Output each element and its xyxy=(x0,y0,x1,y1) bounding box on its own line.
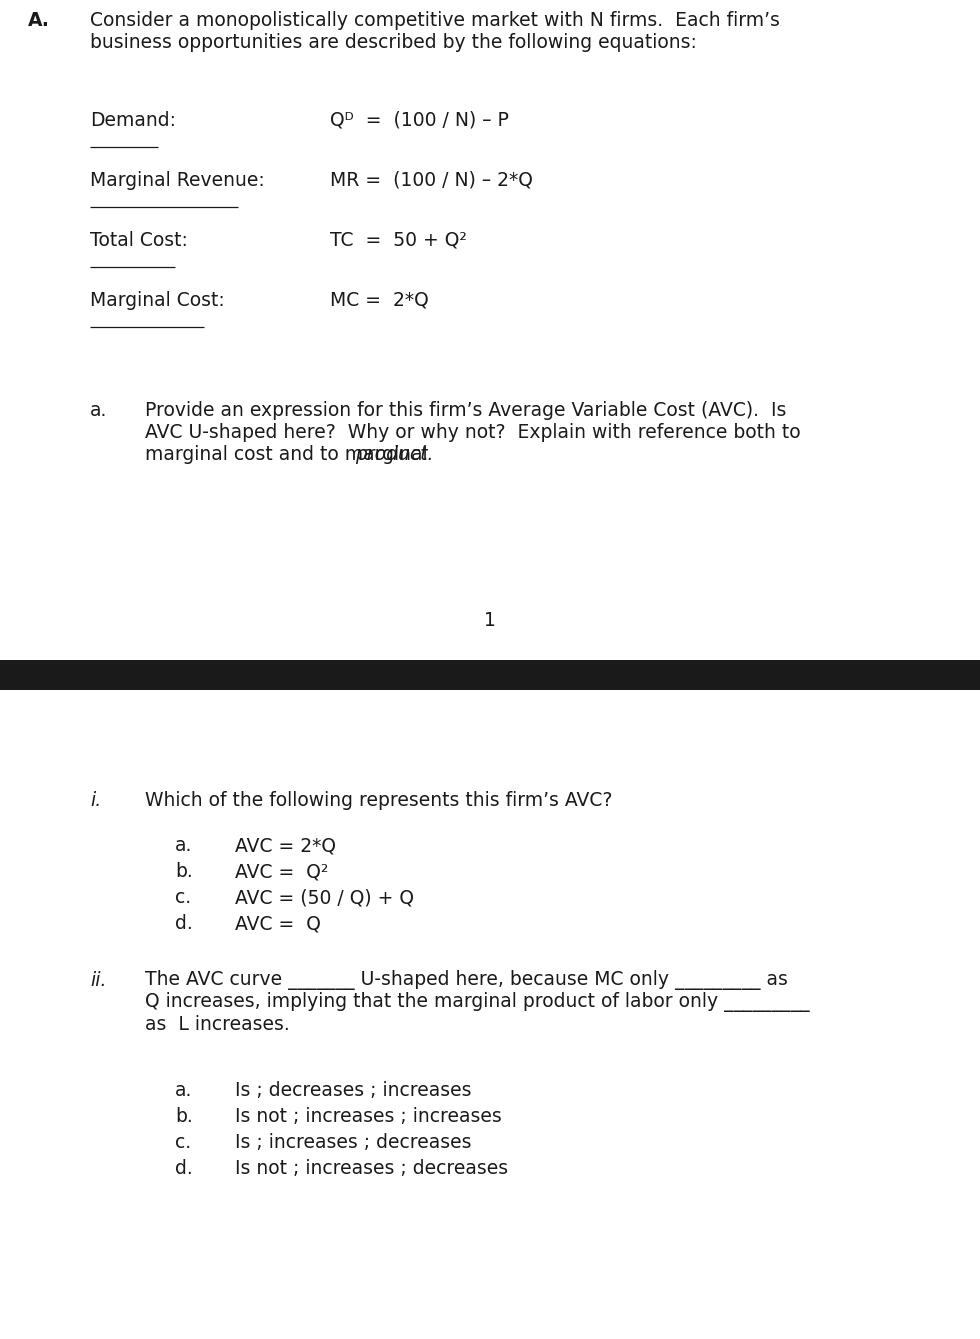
Text: a.: a. xyxy=(175,836,192,856)
Text: Provide an expression for this firm’s Average Variable Cost (AVC).  Is: Provide an expression for this firm’s Av… xyxy=(145,400,786,420)
Text: a.: a. xyxy=(90,400,108,420)
Text: Which of the following represents this firm’s AVC?: Which of the following represents this f… xyxy=(145,791,612,810)
Text: d.: d. xyxy=(175,915,193,933)
Text: A.: A. xyxy=(28,11,50,29)
Text: b.: b. xyxy=(175,1107,193,1126)
Text: product.: product. xyxy=(355,445,433,465)
Text: Is ; decreases ; increases: Is ; decreases ; increases xyxy=(235,1081,471,1101)
Text: Q increases, implying that the marginal product of labor only _________: Q increases, implying that the marginal … xyxy=(145,992,809,1012)
Text: as  L increases.: as L increases. xyxy=(145,1015,290,1034)
Text: Qᴰ  =  (100 / N) – P: Qᴰ = (100 / N) – P xyxy=(330,111,509,130)
Text: Consider a monopolistically competitive market with N firms.  Each firm’s: Consider a monopolistically competitive … xyxy=(90,11,780,29)
Text: AVC =  Q²: AVC = Q² xyxy=(235,862,328,881)
Text: TC  =  50 + Q²: TC = 50 + Q² xyxy=(330,232,466,250)
Text: marginal cost and to marginal: marginal cost and to marginal xyxy=(145,445,433,465)
Text: b.: b. xyxy=(175,862,193,881)
Text: AVC = 2*Q: AVC = 2*Q xyxy=(235,836,336,856)
Text: MC =  2*Q: MC = 2*Q xyxy=(330,291,429,311)
Text: d.: d. xyxy=(175,1160,193,1178)
Text: The AVC curve _______ U-shaped here, because MC only _________ as: The AVC curve _______ U-shaped here, bec… xyxy=(145,969,788,990)
Text: 1: 1 xyxy=(484,611,496,631)
Text: AVC =  Q: AVC = Q xyxy=(235,915,320,933)
Text: a.: a. xyxy=(175,1081,192,1101)
Text: i.: i. xyxy=(90,791,101,810)
Text: AVC = (50 / Q) + Q: AVC = (50 / Q) + Q xyxy=(235,888,414,907)
Text: Total Cost:: Total Cost: xyxy=(90,232,188,250)
Text: Demand:: Demand: xyxy=(90,111,176,130)
Text: Marginal Revenue:: Marginal Revenue: xyxy=(90,171,265,190)
Bar xyxy=(0,660,980,690)
Text: Is not ; increases ; increases: Is not ; increases ; increases xyxy=(235,1107,502,1126)
Text: AVC U-shaped here?  Why or why not?  Explain with reference both to: AVC U-shaped here? Why or why not? Expla… xyxy=(145,423,801,442)
Text: Marginal Cost:: Marginal Cost: xyxy=(90,291,224,311)
Text: business opportunities are described by the following equations:: business opportunities are described by … xyxy=(90,33,697,52)
Text: ii.: ii. xyxy=(90,971,107,990)
Text: c.: c. xyxy=(175,888,191,907)
Text: c.: c. xyxy=(175,1133,191,1152)
Text: Is not ; increases ; decreases: Is not ; increases ; decreases xyxy=(235,1160,508,1178)
Text: Is ; increases ; decreases: Is ; increases ; decreases xyxy=(235,1133,471,1152)
Text: MR =  (100 / N) – 2*Q: MR = (100 / N) – 2*Q xyxy=(330,171,533,190)
